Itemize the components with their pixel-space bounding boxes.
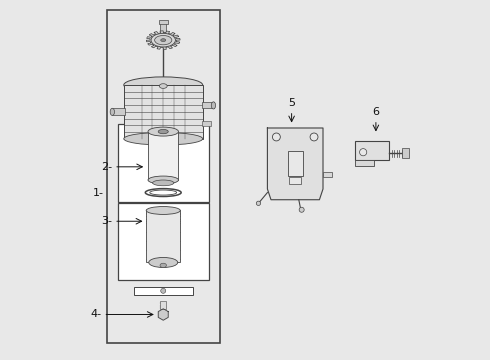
Bar bbox=[159, 21, 168, 24]
Ellipse shape bbox=[148, 127, 178, 136]
Bar bbox=[201, 102, 214, 108]
Ellipse shape bbox=[148, 176, 178, 184]
Circle shape bbox=[299, 207, 304, 212]
Text: 1-: 1- bbox=[92, 188, 103, 198]
Bar bbox=[107, 10, 220, 343]
Bar bbox=[288, 151, 303, 176]
Bar bbox=[118, 203, 209, 280]
Bar bbox=[134, 287, 193, 295]
Ellipse shape bbox=[159, 84, 167, 88]
Bar bbox=[160, 301, 166, 309]
Bar bbox=[355, 160, 374, 166]
Ellipse shape bbox=[110, 108, 115, 116]
Bar bbox=[355, 140, 390, 160]
Circle shape bbox=[161, 288, 166, 293]
Ellipse shape bbox=[158, 130, 168, 134]
Circle shape bbox=[310, 133, 318, 141]
Bar bbox=[148, 132, 178, 180]
Circle shape bbox=[272, 133, 280, 141]
Circle shape bbox=[256, 201, 261, 206]
Ellipse shape bbox=[161, 39, 166, 41]
Bar bbox=[124, 85, 203, 139]
Ellipse shape bbox=[211, 102, 216, 109]
Bar bbox=[112, 108, 125, 115]
Text: 6: 6 bbox=[372, 107, 379, 117]
Ellipse shape bbox=[155, 36, 172, 45]
Ellipse shape bbox=[124, 77, 203, 93]
Polygon shape bbox=[268, 128, 323, 200]
Bar bbox=[290, 177, 301, 184]
Bar bbox=[146, 211, 180, 262]
Text: 4-: 4- bbox=[91, 310, 101, 319]
Circle shape bbox=[360, 149, 367, 156]
Ellipse shape bbox=[160, 263, 167, 267]
Ellipse shape bbox=[151, 33, 175, 47]
Bar bbox=[323, 172, 332, 177]
Bar bbox=[402, 148, 409, 158]
Ellipse shape bbox=[146, 207, 180, 215]
Text: 5: 5 bbox=[288, 98, 295, 108]
Bar bbox=[118, 125, 209, 202]
Ellipse shape bbox=[124, 132, 203, 145]
Bar bbox=[160, 22, 166, 32]
Polygon shape bbox=[158, 309, 168, 320]
Ellipse shape bbox=[149, 257, 178, 267]
Ellipse shape bbox=[152, 180, 174, 186]
Polygon shape bbox=[147, 31, 180, 49]
Text: 2-: 2- bbox=[101, 162, 112, 172]
Bar bbox=[201, 121, 211, 126]
Text: 3-: 3- bbox=[101, 216, 112, 226]
